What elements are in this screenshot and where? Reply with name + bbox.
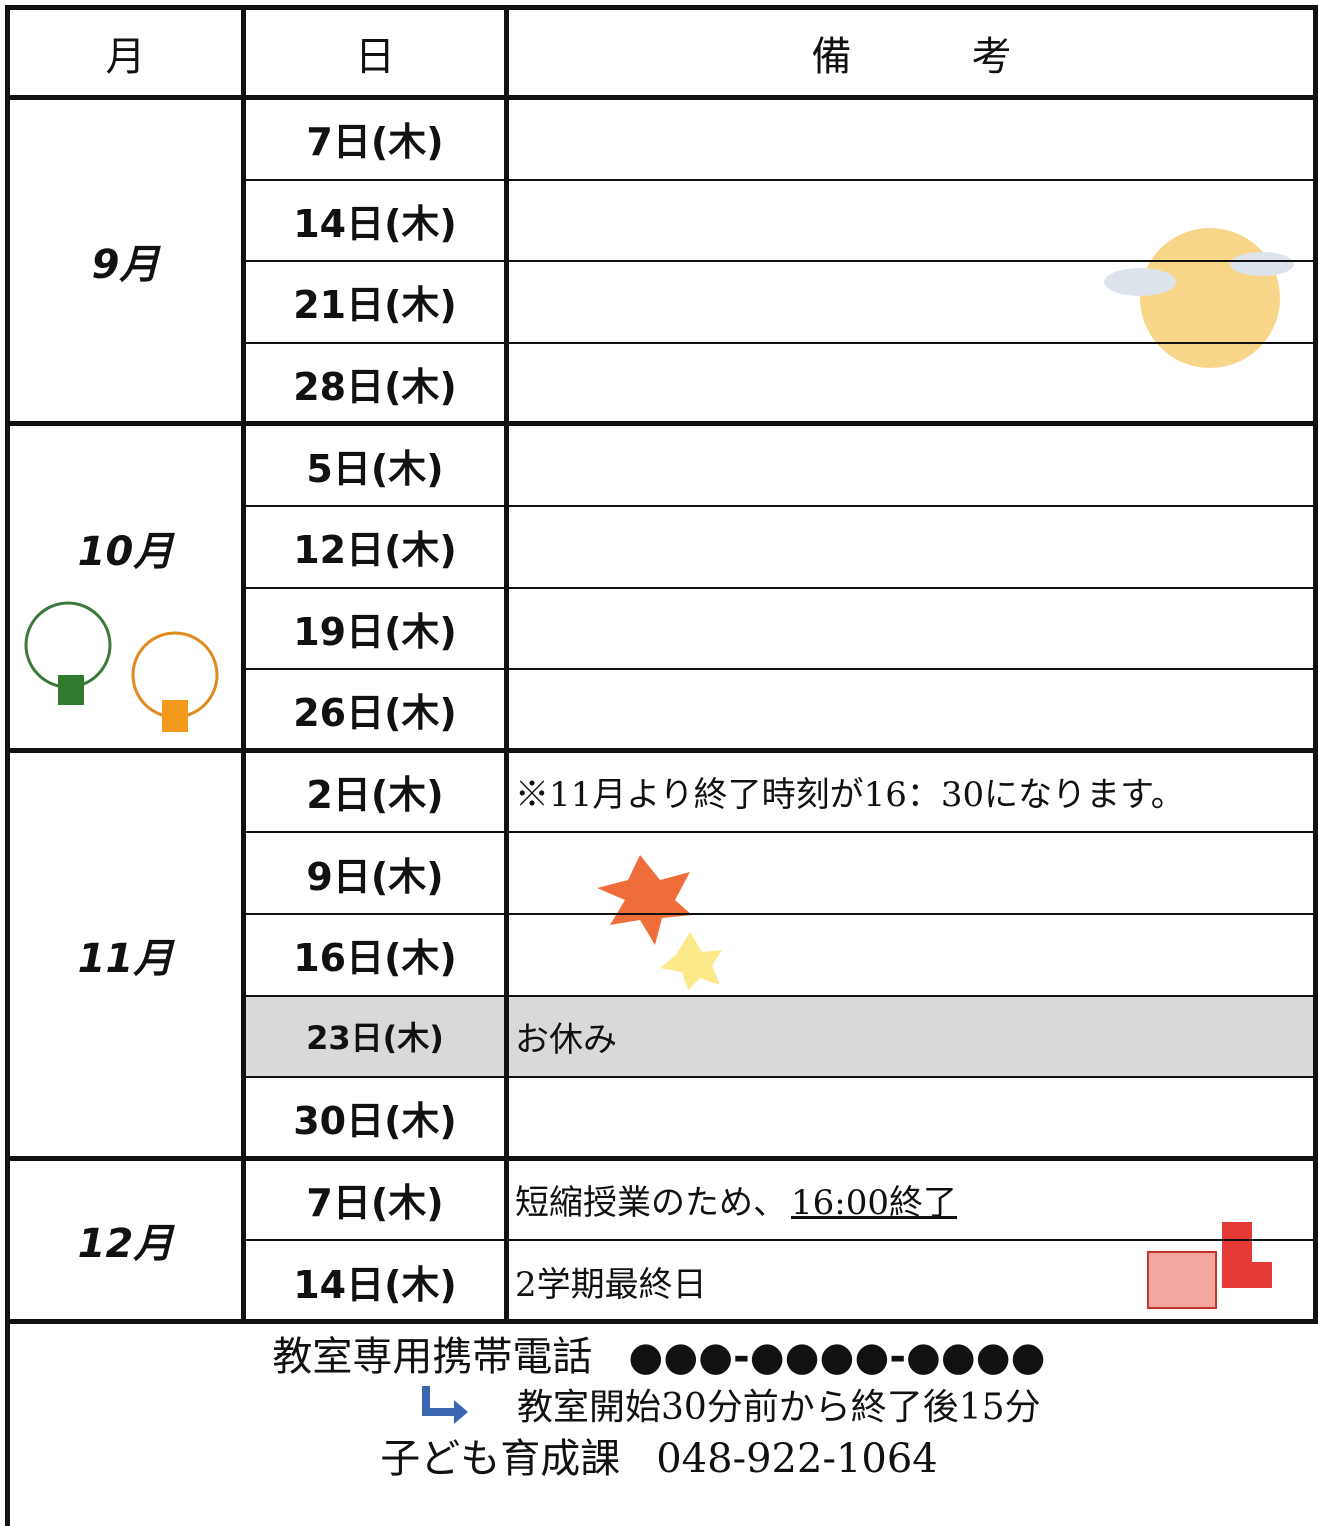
hours: 教室開始30分前から終了後15分 <box>517 1387 1041 1428</box>
day-label: 2日(木) <box>306 773 444 818</box>
table-border <box>243 831 1316 834</box>
table-border <box>243 668 1316 671</box>
moon-illustration <box>1140 228 1280 368</box>
office-name: 子ども育成課 <box>380 1436 621 1482</box>
day-label: 21日(木) <box>293 283 457 328</box>
day-label: 9日(木) <box>306 854 444 899</box>
day-label: 7日(木) <box>306 120 444 165</box>
day-label: 19日(木) <box>293 609 457 654</box>
table-border <box>8 1155 1318 1161</box>
header-cell: 日 <box>355 34 395 80</box>
note: 2学期最終日 <box>507 1240 1316 1322</box>
day-label: 14日(木) <box>293 201 457 246</box>
month-label: 9月 <box>91 242 160 289</box>
day-label: 16日(木) <box>293 936 457 981</box>
header-cell: 月 <box>105 34 146 80</box>
stocking-foot <box>1222 1262 1272 1288</box>
table-border <box>243 260 1316 263</box>
note-text: 2学期最終日 <box>515 1264 707 1305</box>
table-border <box>8 95 1318 100</box>
table-border <box>241 5 246 1322</box>
table-border <box>243 994 1316 997</box>
day-label: 5日(木) <box>306 446 444 491</box>
pumpkin-body <box>162 700 188 732</box>
table-border <box>1313 5 1318 1322</box>
maple-leaf <box>597 855 692 945</box>
table-border <box>243 913 1316 915</box>
month-label: 11月 <box>77 935 174 982</box>
gift-box <box>1147 1251 1217 1309</box>
cloud <box>1104 268 1176 296</box>
table-border <box>243 505 1316 507</box>
note: 短縮授業のため、 16:00終了 <box>507 1159 1316 1241</box>
month-label: 10月 <box>77 528 174 575</box>
cloud <box>1230 252 1294 276</box>
note-text: 短縮授業のため、 <box>515 1183 787 1224</box>
note-emphasis: 16:00終了 <box>791 1183 957 1224</box>
day-label: 14日(木) <box>293 1262 457 1307</box>
day-label: 26日(木) <box>293 691 457 736</box>
note-text: ※11月より終了時刻が16：30になります。 <box>515 775 1185 816</box>
table-border <box>243 341 1316 344</box>
office-line: 子ども育成課 048-922-1064 <box>0 1426 1318 1484</box>
table-border <box>5 5 1316 10</box>
table-border <box>243 1076 1316 1079</box>
table-border <box>243 1239 1316 1242</box>
table-border <box>243 178 1316 181</box>
day-label: 28日(木) <box>293 365 457 410</box>
note: ※11月より終了時刻が16：30になります。 <box>507 751 1316 833</box>
header-cell: 備 考 <box>811 34 1012 80</box>
phone-label: 教室専用携帯電話 <box>272 1334 593 1380</box>
note: お休み <box>507 996 1316 1078</box>
maple-leaf <box>660 932 722 990</box>
table-border <box>504 5 509 1322</box>
day-label: 30日(木) <box>293 1099 457 1144</box>
shaded-row <box>243 995 1316 1078</box>
table-border <box>8 421 1318 427</box>
table-border <box>5 5 10 1526</box>
arrow-icon <box>422 1386 468 1424</box>
table-border <box>8 747 1318 753</box>
note-text: お休み <box>515 1019 617 1060</box>
month-label: 12月 <box>77 1221 174 1268</box>
phone-number: ●●●-●●●●-●●●● <box>628 1334 1046 1380</box>
table-border <box>8 1319 1318 1324</box>
pumpkin-body <box>58 675 84 705</box>
table-border <box>243 586 1316 589</box>
day-label: 12日(木) <box>293 528 457 573</box>
day-label: 7日(木) <box>306 1181 444 1226</box>
day-label: 23日(木) <box>306 1019 444 1058</box>
phone-line: 教室専用携帯電話 ●●●-●●●●-●●●● <box>0 1324 1318 1382</box>
office-number: 048-922-1064 <box>656 1436 938 1482</box>
